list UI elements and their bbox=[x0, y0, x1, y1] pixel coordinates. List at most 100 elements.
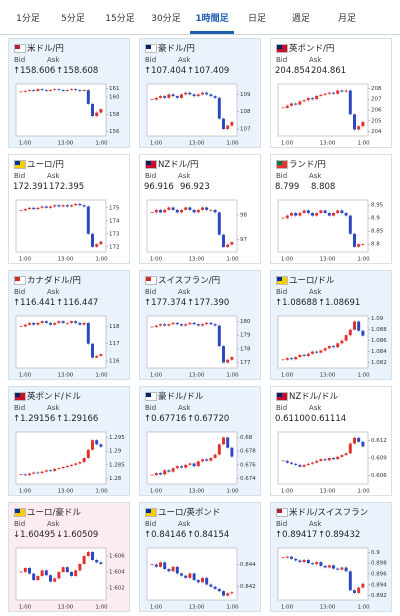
bid-value: ↑1.08688 bbox=[275, 298, 318, 308]
mini-chart: 8.8 8.85 8.9 8.95 1:00 13:00 1:00 bbox=[277, 199, 384, 263]
candle bbox=[57, 205, 61, 207]
chart-frame bbox=[146, 83, 238, 137]
y-tick-label: 1.084 bbox=[371, 349, 387, 355]
mini-chart: 0.892 0.894 0.896 0.898 0.9 1:00 13:00 1:00 bbox=[277, 547, 387, 611]
candle bbox=[327, 458, 331, 461]
candle bbox=[344, 453, 348, 456]
candle bbox=[82, 205, 86, 207]
candle bbox=[95, 244, 99, 247]
candle bbox=[40, 206, 44, 208]
rate-card[interactable]: ユーロ/豪ドル Bid Ask ↓1.60495 ↓1.60509 1.602 1.604 1… bbox=[8, 502, 130, 612]
candle bbox=[70, 89, 73, 91]
rate-card[interactable]: 米ドル/スイスフラン Bid Ask ↑0.89417 ↑0.89432 0.892 0.8… bbox=[270, 502, 392, 612]
rate-card[interactable]: 英ポンド/円 Bid Ask 204.854 204.861 204 205 206 207 20… bbox=[270, 38, 392, 148]
rate-card[interactable]: ユーロ/円 Bid Ask 172.391 172.395 172 173 174 175 1:0… bbox=[8, 154, 130, 264]
rate-card[interactable]: スイスフラン/円 Bid Ask ↑177.374 ↑177.390 177 178 179 1… bbox=[139, 270, 261, 380]
candle bbox=[332, 346, 335, 348]
rate-card[interactable]: 米ドル/円 Bid Ask ↑158.606 ↑158.608 156 158 160 161 1… bbox=[8, 38, 130, 148]
candle bbox=[175, 322, 179, 325]
candle bbox=[205, 207, 209, 210]
candle bbox=[336, 456, 340, 460]
pair-name: NZドル/ドル bbox=[289, 392, 339, 402]
candle bbox=[298, 101, 302, 105]
tab[interactable]: 30分足 bbox=[151, 14, 181, 24]
tab[interactable]: 月足 bbox=[337, 14, 357, 24]
y-tick-label: 161 bbox=[109, 86, 120, 92]
rate-card[interactable]: カナダドル/円 Bid Ask ↑116.441 ↑116.447 116 117 118 1:… bbox=[8, 270, 130, 380]
bid-value: 0.61100 bbox=[275, 414, 311, 424]
candle bbox=[209, 209, 213, 211]
candle bbox=[53, 322, 57, 325]
rate-card[interactable]: NZドル/ドル Bid Ask 0.61100 0.61114 0.606 0.609 0.6… bbox=[270, 386, 392, 496]
time-label: 1:00 bbox=[226, 141, 239, 147]
flag bbox=[276, 392, 288, 401]
tab[interactable]: 1時間足 bbox=[195, 14, 229, 24]
time-label: 1:00 bbox=[19, 141, 32, 147]
candle bbox=[217, 97, 221, 119]
time-label: 1:00 bbox=[226, 257, 239, 263]
chart-frame bbox=[277, 83, 369, 137]
tab[interactable]: 週足 bbox=[291, 14, 311, 24]
flag bbox=[14, 44, 26, 53]
time-label: 1:00 bbox=[357, 257, 370, 263]
candle bbox=[44, 90, 48, 91]
candle bbox=[28, 90, 31, 91]
rate-card[interactable]: 英ポンド/ドル Bid Ask ↑1.29156 ↑1.29166 1.28 1.285 1.… bbox=[8, 386, 130, 496]
bid-label: Bid bbox=[145, 172, 157, 180]
candle bbox=[327, 346, 331, 349]
ask-value: ↑1.08691 bbox=[318, 298, 361, 308]
tab[interactable]: 日足 bbox=[247, 14, 267, 24]
time-label: 1:00 bbox=[357, 605, 370, 611]
candle bbox=[315, 351, 319, 353]
candle bbox=[205, 459, 209, 461]
candle bbox=[95, 112, 99, 117]
candle bbox=[205, 322, 209, 325]
rate-card[interactable]: ランド/円 Bid Ask 8.799 8.808 8.8 8.85 8.9 8.95 1:00 1… bbox=[270, 154, 392, 264]
candle bbox=[188, 322, 192, 325]
candle bbox=[311, 351, 314, 354]
candle bbox=[70, 321, 73, 323]
candle bbox=[78, 322, 82, 325]
candle bbox=[163, 96, 167, 98]
rate-card[interactable]: ユーロ/ドル Bid Ask ↑1.08688 ↑1.08691 1.082 1.084 1.… bbox=[270, 270, 392, 380]
ask-label: Ask bbox=[178, 404, 191, 412]
pair-name: 英ポンド/円 bbox=[289, 44, 335, 54]
candle bbox=[323, 348, 327, 351]
rate-card[interactable]: 豪ドル/円 Bid Ask ↑107.404 ↑107.409 107 108 109 1:00… bbox=[139, 38, 261, 148]
bid-value: ↑158.606 bbox=[13, 66, 56, 76]
rate-card[interactable]: 豪ドル/ドル Bid Ask ↑0.67716 ↑0.67720 0.674 0.676 0.… bbox=[139, 386, 261, 496]
candle bbox=[302, 210, 306, 213]
candle bbox=[348, 90, 352, 115]
tab[interactable]: 5分足 bbox=[61, 14, 85, 24]
candle bbox=[226, 125, 230, 130]
candle bbox=[175, 96, 179, 98]
ask-value: ↑0.67720 bbox=[187, 414, 230, 424]
flag bbox=[14, 508, 26, 517]
flag bbox=[14, 276, 26, 285]
time-label: 1:00 bbox=[150, 257, 163, 263]
candle bbox=[95, 560, 99, 563]
rate-card[interactable]: ユーロ/英ポンド Bid Ask ↑0.84146 ↑0.84154 0.842 0.844… bbox=[139, 502, 261, 612]
candle bbox=[49, 322, 52, 325]
tab[interactable]: 15分足 bbox=[105, 14, 135, 24]
candle bbox=[95, 355, 99, 358]
ask-label: Ask bbox=[47, 172, 60, 180]
candle bbox=[323, 459, 327, 461]
flag-mark bbox=[146, 393, 151, 397]
candle bbox=[336, 343, 340, 348]
y-tick-label: 208 bbox=[371, 86, 382, 92]
rate-card[interactable]: NZドル/円 Bid Ask 96.916 96.923 97 98 1:00 13:00 1:0… bbox=[139, 154, 261, 264]
y-tick-label: 160 bbox=[109, 95, 120, 101]
candle bbox=[285, 460, 289, 463]
candle bbox=[323, 210, 327, 213]
tab[interactable]: 1分足 bbox=[16, 14, 40, 24]
candle bbox=[23, 474, 27, 476]
y-tick-label: 180 bbox=[240, 319, 251, 325]
candle bbox=[201, 577, 204, 583]
time-label: 1:00 bbox=[19, 373, 32, 379]
candle bbox=[57, 572, 61, 579]
ask-label: Ask bbox=[47, 404, 60, 412]
candle bbox=[353, 590, 356, 593]
time-label: 13:00 bbox=[320, 605, 336, 611]
flag bbox=[276, 160, 288, 169]
